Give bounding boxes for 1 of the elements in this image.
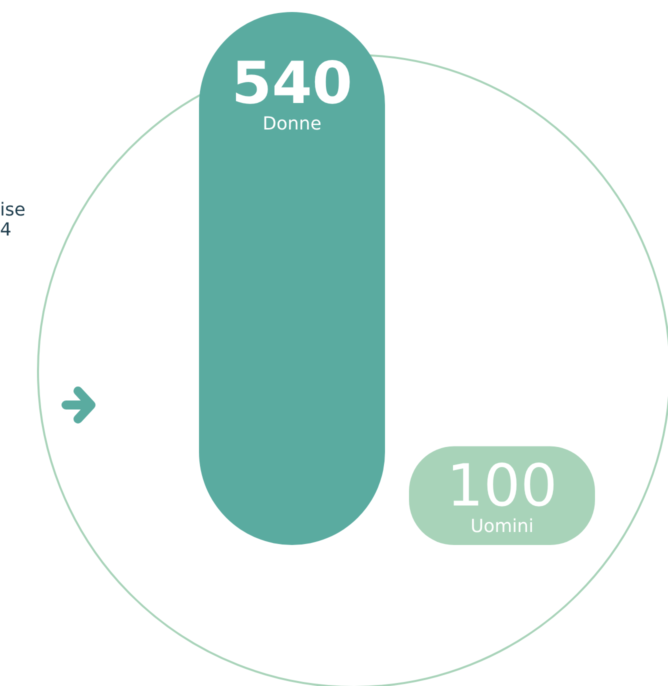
text: ise 4	[0, 200, 26, 240]
